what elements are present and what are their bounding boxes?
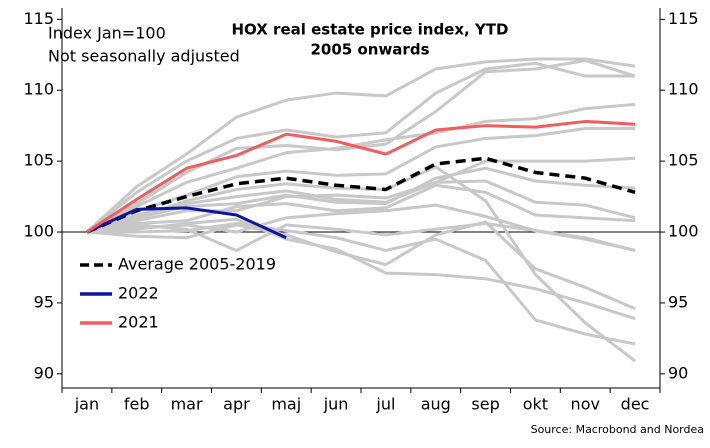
x-tick-label: dec (621, 395, 650, 414)
series-line (86, 183, 636, 234)
x-tick-label: apr (223, 395, 250, 414)
y2-tick-label: 110 (668, 80, 699, 99)
series-line (86, 156, 636, 234)
x-tick-label: jun (323, 395, 349, 414)
annotation: Not seasonally adjusted (48, 47, 240, 66)
x-tick-label: sep (471, 395, 499, 414)
series-line (86, 119, 636, 234)
series-line (86, 220, 636, 310)
x-tick-label: okt (523, 395, 548, 414)
legend-label: 2021 (118, 313, 159, 332)
series-line (85, 57, 636, 234)
series-line (86, 156, 636, 234)
x-tick-label: maj (271, 395, 301, 414)
y-tick-label: 95 (34, 292, 54, 311)
series-line (86, 165, 636, 363)
y-tick-label: 115 (23, 9, 54, 28)
chart-title: HOX real estate price index, YTD (231, 21, 508, 39)
series-line (86, 222, 636, 252)
series-line (85, 61, 636, 234)
y2-tick-label: 95 (668, 292, 688, 311)
annotation: Index Jan=100 (48, 24, 166, 43)
x-tick-label: mar (171, 395, 203, 414)
series-line (86, 217, 636, 320)
y2-tick-label: 115 (668, 9, 699, 28)
y-tick-label: 100 (23, 222, 54, 241)
y-tick-label: 105 (23, 151, 54, 170)
legend-label: Average 2005-2019 (118, 255, 276, 274)
y2-tick-label: 90 (668, 363, 688, 382)
x-tick-label: nov (571, 395, 600, 414)
y-tick-label: 110 (23, 80, 54, 99)
y2-tick-label: 105 (668, 151, 699, 170)
x-tick-label: jul (375, 395, 395, 414)
x-tick-label: jan (74, 395, 99, 414)
source: Source: Macrobond and Nordea (531, 423, 704, 436)
y2-tick-label: 100 (668, 222, 699, 241)
series-line (86, 206, 287, 240)
x-tick-label: feb (124, 395, 150, 414)
x-tick-label: aug (421, 395, 451, 414)
y-tick-label: 90 (34, 363, 54, 382)
series-line (86, 179, 636, 234)
series-line (86, 102, 636, 234)
chart-title: 2005 onwards (311, 41, 430, 59)
legend-label: 2022 (118, 284, 159, 303)
series-line (86, 222, 636, 346)
